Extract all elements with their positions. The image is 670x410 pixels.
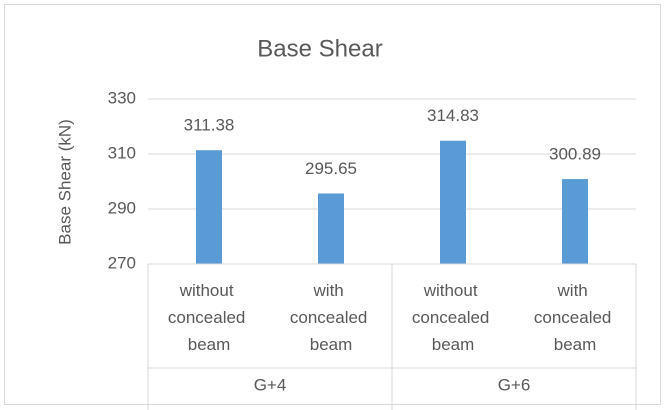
y-tick-label: 270 (108, 253, 136, 272)
x-tick-label: with concealed beam (290, 281, 372, 354)
bar (562, 179, 588, 264)
x-tick-label: with concealed beam (534, 281, 616, 354)
data-label: 300.89 (549, 145, 601, 164)
y-tick-label: 330 (108, 88, 136, 107)
data-label: 311.38 (184, 116, 235, 135)
chart-title: Base Shear (257, 35, 382, 62)
bar (196, 150, 222, 264)
group-label: G+6 (498, 375, 531, 394)
data-label: 314.83 (427, 106, 479, 125)
x-tick-label: without concealed beam (168, 281, 250, 354)
y-tick-label: 290 (108, 198, 136, 217)
bar (440, 140, 466, 264)
group-label: G+4 (254, 375, 287, 394)
x-tick-label: without concealed beam (412, 281, 494, 354)
bar (318, 193, 344, 264)
y-tick-label: 310 (108, 143, 136, 162)
data-label: 295.65 (305, 159, 357, 178)
y-axis-label: Base Shear (kN) (55, 119, 74, 245)
